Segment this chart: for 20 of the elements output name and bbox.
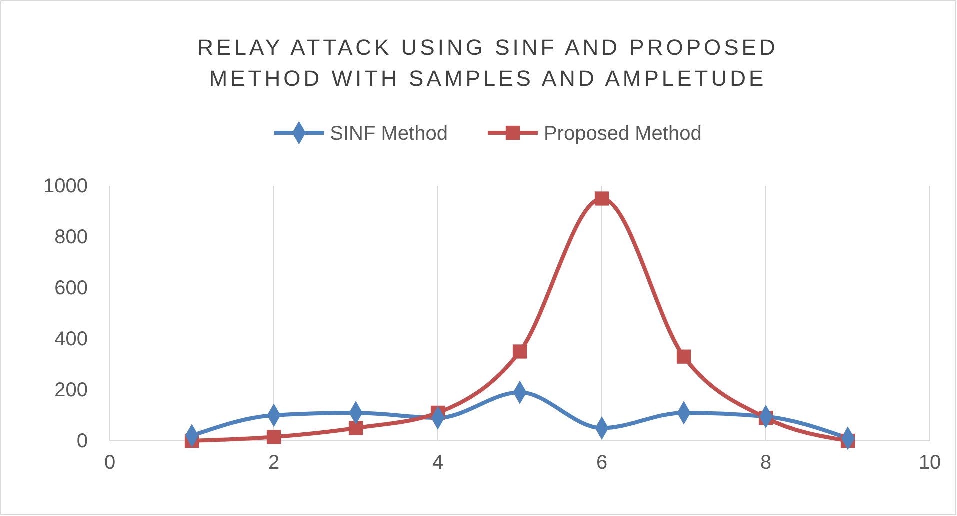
point [676,350,692,364]
y-tick-label: 800 [54,226,88,248]
x-tick-label: 8 [760,452,772,474]
x-tick-label: 0 [104,452,116,474]
x-tick-label: 4 [432,452,444,474]
x-tick-label: 2 [268,452,280,474]
y-tick-label: 400 [54,328,88,350]
x-tick-label: 6 [596,452,608,474]
point [266,430,282,444]
chart-title: RELAY ATTACK USING SINF AND PROPOSED METHOD WITH SAMPLES AND AMPLETUDE [198,35,778,91]
point [348,421,364,436]
y-tick-label: 0 [76,430,88,452]
point [512,344,528,359]
legend-label: SINF Method [330,123,448,145]
legend-label: Proposed Method [544,123,702,145]
y-tick-label: 600 [54,277,88,300]
point [594,192,610,206]
x-tick-label: 10 [918,452,942,474]
y-tick-label: 1000 [44,175,88,198]
y-tick-label: 200 [54,379,88,402]
